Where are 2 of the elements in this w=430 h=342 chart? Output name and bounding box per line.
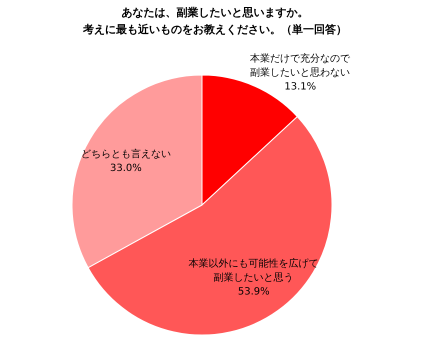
- chart-subtitle: 考えに最も近いものをお教えください。（単一回答）: [82, 23, 347, 36]
- chart-title: あなたは、副業したいと思いますか。: [122, 6, 308, 19]
